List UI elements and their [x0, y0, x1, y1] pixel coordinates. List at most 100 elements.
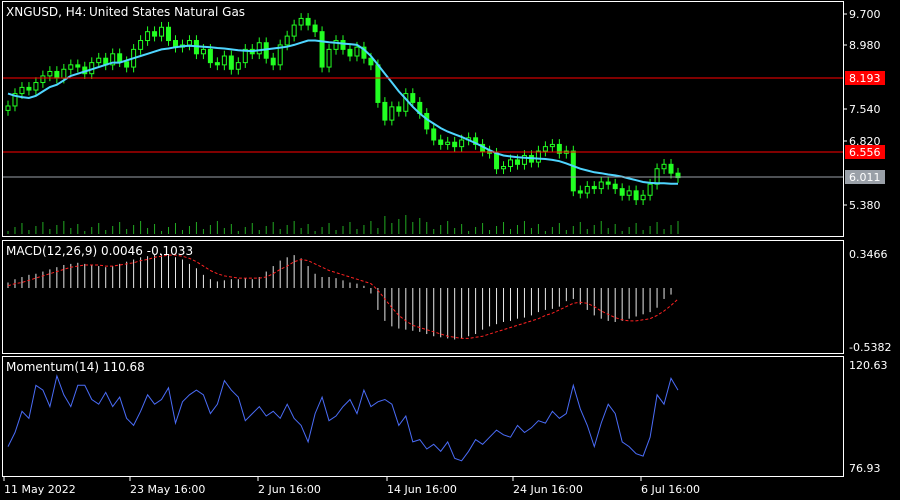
candle-body — [556, 143, 562, 154]
candle-body — [501, 166, 507, 170]
candle-body — [668, 163, 674, 174]
candle-body — [145, 31, 151, 42]
candle-body — [375, 64, 381, 103]
candle-body — [138, 40, 144, 50]
candle-body — [200, 48, 206, 55]
candle-body — [207, 48, 213, 64]
candle-body — [242, 48, 248, 64]
candle-body — [110, 53, 116, 66]
candle-body — [221, 55, 227, 66]
candle-body — [40, 75, 46, 84]
time-tick: 11 May 2022 — [4, 483, 76, 496]
candle-body — [549, 143, 555, 148]
current-price-label: 6.011 — [849, 171, 881, 184]
price-tick: 9.700 — [849, 8, 881, 21]
time-tick: 2 Jun 16:00 — [258, 483, 321, 496]
candle-body — [333, 40, 339, 50]
price-tick: 7.540 — [849, 103, 881, 116]
candle-body — [514, 159, 520, 165]
price-tick: 6.820 — [849, 135, 881, 148]
candle-body — [577, 190, 583, 194]
momentum-panel-frame — [2, 356, 844, 477]
candle-body — [347, 48, 353, 57]
candle-body — [368, 57, 374, 66]
time-tick: 24 Jun 16:00 — [513, 483, 583, 496]
candle-body — [96, 57, 102, 64]
candle-body — [542, 146, 548, 152]
price-tick: 8.980 — [849, 39, 881, 52]
chart-symbol: XNGUSD, H4: — [6, 5, 86, 19]
price-axis: 9.700 8.980 7.540 6.820 5.380 — [843, 8, 881, 212]
candle-body — [235, 62, 241, 70]
candle-body — [61, 68, 67, 79]
momentum-line — [7, 374, 679, 462]
momentum-layer — [7, 374, 679, 462]
candle-body — [647, 183, 653, 196]
candle-body — [75, 64, 81, 68]
candle-body — [12, 93, 18, 107]
candle-body — [277, 44, 283, 66]
candle-body — [508, 159, 513, 168]
candle-body — [445, 141, 451, 145]
candle-body — [256, 42, 262, 55]
candle-body — [473, 137, 479, 145]
level-label-upper: 8.193 — [849, 72, 881, 85]
candle-body — [452, 141, 458, 148]
candle-body — [214, 62, 220, 66]
macd-title: MACD(12,26,9) 0.0046 -0.1033 — [6, 244, 193, 258]
moving-average-line — [7, 39, 678, 185]
macd-panel-frame — [2, 240, 844, 354]
level-label-lower: 6.556 — [849, 146, 881, 159]
candle-body — [270, 57, 276, 66]
momentum-axis-bottom: 76.93 — [849, 462, 881, 475]
candle-body — [654, 168, 660, 185]
candle-body — [438, 139, 444, 145]
candle-body — [186, 40, 192, 46]
chart-instrument-name: United States Natural Gas — [89, 5, 245, 19]
candle-body — [626, 190, 632, 196]
candle-body — [152, 31, 158, 37]
candle-body — [19, 86, 25, 95]
candle-body — [284, 35, 290, 46]
candle-body — [640, 194, 646, 201]
candle-body — [612, 183, 618, 190]
candle-body — [591, 185, 597, 190]
candle-body — [494, 152, 500, 170]
macd-axis-bottom: -0.5382 — [849, 341, 891, 354]
candle-body — [117, 53, 123, 63]
candle-body — [521, 154, 527, 165]
candle-body — [68, 64, 74, 70]
time-tick: 6 Jul 16:00 — [641, 483, 700, 496]
candle-body — [33, 82, 39, 91]
candle-body — [340, 40, 346, 50]
candle-body — [291, 24, 297, 37]
candle-body — [410, 93, 416, 103]
candle-body — [354, 46, 360, 57]
macd-axis-top: 0.3466 — [849, 248, 888, 261]
candle-body — [47, 70, 53, 77]
price-tick: 5.380 — [849, 199, 881, 212]
time-tick: 14 Jun 16:00 — [387, 483, 457, 496]
time-tick: 23 May 16:00 — [130, 483, 205, 496]
candle-body — [166, 26, 172, 42]
candle-body — [619, 188, 625, 196]
candle-body — [535, 150, 541, 163]
candle-body — [305, 17, 311, 26]
momentum-title: Momentum(14) 110.68 — [6, 360, 145, 374]
candle-body — [661, 163, 667, 170]
candle-body — [298, 17, 304, 26]
candle-body — [54, 70, 60, 79]
candle-body — [459, 139, 465, 148]
price-panel-frame — [2, 1, 844, 237]
price-layer — [5, 13, 681, 234]
candle-body — [431, 128, 437, 141]
candle-body — [319, 31, 325, 68]
candle-body — [633, 190, 639, 201]
level-label-lower-bg — [845, 145, 885, 159]
candle-body — [598, 181, 604, 190]
current-price-label-bg — [845, 170, 885, 184]
macd-layer — [7, 254, 679, 340]
candle-body — [382, 101, 388, 121]
candle-body — [5, 105, 11, 111]
